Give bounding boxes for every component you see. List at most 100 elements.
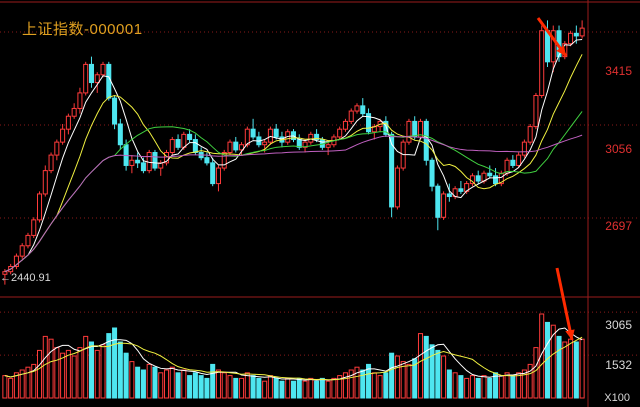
volume-bar — [267, 375, 273, 399]
candle-body — [302, 141, 308, 148]
volume-bar — [54, 347, 60, 399]
volume-bar — [516, 372, 522, 399]
volume-bar — [48, 338, 54, 399]
candle-body — [498, 172, 504, 185]
volume-bar — [146, 363, 152, 399]
volume-bar — [568, 338, 574, 399]
candle-body — [175, 139, 181, 148]
candle-body — [83, 63, 89, 94]
volume-bar — [262, 380, 268, 399]
volume-bar — [88, 341, 94, 399]
volume-bar — [13, 372, 19, 399]
volume-bar — [192, 372, 198, 399]
volume-bar — [498, 375, 504, 399]
volume-bar — [377, 375, 383, 399]
candle-body — [129, 159, 135, 166]
volume-bar — [152, 366, 158, 399]
volume-bar — [296, 377, 302, 399]
volume-bar — [244, 372, 250, 399]
candle-body — [192, 139, 198, 154]
volume-bar — [163, 369, 170, 399]
volume-bar — [360, 369, 366, 399]
volume-bar — [487, 377, 493, 399]
candle-body — [510, 159, 516, 166]
volume-bar — [423, 335, 429, 399]
low-price-value: 2440.91 — [11, 272, 51, 284]
candle-body — [152, 152, 158, 169]
candle-body — [429, 159, 435, 187]
low-price-annotation: ←2440.91 — [0, 272, 51, 284]
volume-bar — [469, 375, 475, 399]
volume-bar — [123, 352, 129, 399]
candle-body — [527, 126, 533, 143]
volume-bar — [256, 377, 262, 399]
candle-body — [342, 120, 348, 130]
candle-body — [573, 32, 579, 37]
candle-body — [250, 128, 256, 138]
candle-body — [71, 107, 77, 117]
volume-bar — [239, 377, 245, 399]
candle-body — [65, 115, 71, 130]
candle-body — [25, 234, 31, 247]
candle-body — [400, 141, 406, 169]
candle-body — [273, 128, 279, 138]
volume-bar — [175, 372, 181, 399]
volume-bar — [215, 369, 221, 399]
volume-bar — [394, 355, 400, 399]
candle-body — [516, 154, 522, 166]
volume-bar — [371, 372, 377, 399]
volume-bar — [221, 372, 227, 399]
volume-bar — [83, 335, 89, 399]
volume-bar — [25, 366, 31, 399]
candle-body — [77, 92, 83, 109]
volume-bar — [452, 372, 458, 399]
volume-bar — [285, 377, 291, 399]
candle-body — [412, 120, 418, 138]
volume-bar — [435, 349, 441, 399]
volume-bar — [19, 369, 25, 399]
candle-body — [187, 133, 193, 141]
candle-body — [308, 133, 314, 143]
volume-bar — [169, 366, 175, 399]
volume-bar — [521, 369, 527, 399]
candle-body — [204, 157, 210, 164]
volume-bar — [129, 361, 135, 399]
candle-body — [31, 219, 37, 236]
candle-body — [36, 193, 43, 221]
volume-bar — [140, 369, 146, 399]
volume-bar — [2, 375, 8, 399]
candle-body — [169, 139, 175, 154]
volume-bar — [158, 372, 164, 399]
ma60-line — [4, 134, 583, 273]
candle-body — [227, 141, 233, 154]
candle-body — [348, 110, 354, 122]
price-tick-label-mid: 3056 — [605, 142, 632, 156]
volume-bar — [273, 377, 279, 399]
volume-bar — [475, 377, 481, 399]
candle-body — [221, 152, 227, 169]
volume-bar — [562, 341, 568, 399]
volume-bar — [556, 335, 562, 399]
candle-body — [406, 120, 412, 143]
candle-body — [19, 245, 25, 257]
candle-body — [394, 167, 400, 208]
candle-body — [446, 193, 452, 198]
candle-body — [60, 128, 66, 143]
candle-body — [88, 63, 94, 84]
candle-body — [366, 113, 372, 133]
volume-bar — [342, 372, 348, 399]
candle-body — [117, 123, 123, 146]
price-tick-label-low: 2697 — [605, 219, 632, 233]
volume-bar — [250, 375, 256, 399]
volume-ma10-line — [4, 336, 583, 381]
volume-bar — [100, 344, 106, 399]
volume-bar — [441, 355, 447, 399]
candle-body — [244, 128, 250, 146]
volume-bar — [366, 363, 372, 399]
volume-bar — [406, 363, 412, 399]
candle-body — [475, 175, 481, 182]
candle-body — [42, 170, 48, 195]
volume-bar — [504, 372, 510, 399]
volume-bar — [481, 375, 487, 399]
